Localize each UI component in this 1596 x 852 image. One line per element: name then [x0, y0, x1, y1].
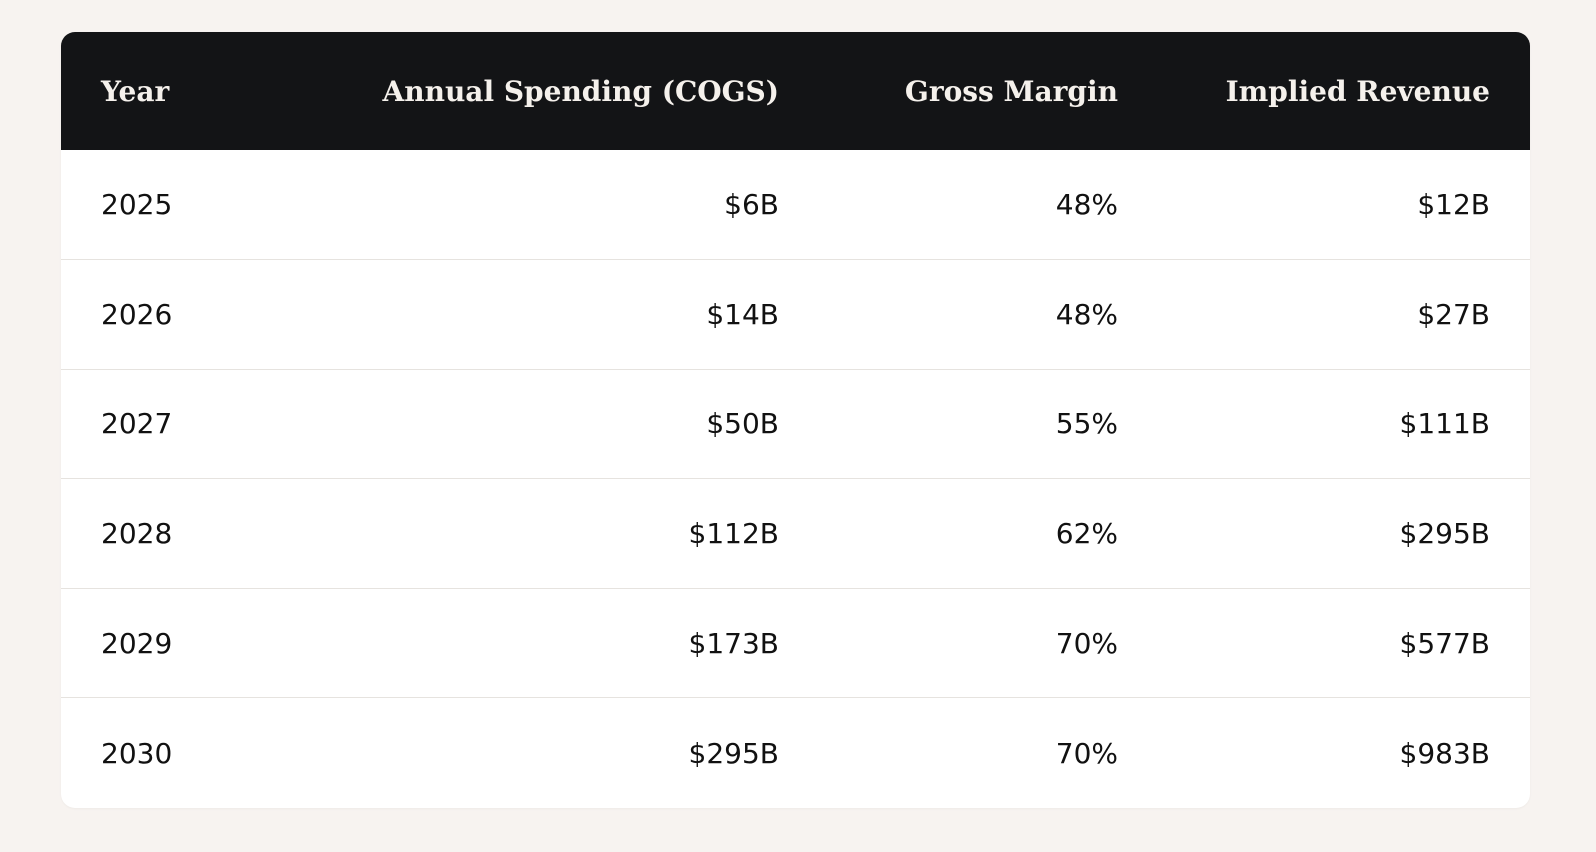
header-year: Year: [101, 74, 170, 108]
cell-cogs: $50B: [706, 407, 779, 441]
projection-table: Year Annual Spending (COGS) Gross Margin…: [61, 32, 1530, 808]
header-annual-spending: Annual Spending (COGS): [382, 74, 780, 108]
cell-year: 2028: [101, 517, 173, 551]
cell-revenue: $577B: [1399, 626, 1490, 660]
cell-year: 2030: [101, 736, 173, 770]
cell-year: 2025: [101, 188, 173, 222]
cell-revenue: $27B: [1417, 297, 1490, 331]
cell-cogs: $173B: [688, 626, 779, 660]
cell-margin: 70%: [1055, 736, 1118, 770]
header-gross-margin: Gross Margin: [904, 74, 1118, 108]
cell-revenue: $111B: [1399, 407, 1490, 441]
cell-revenue: $295B: [1399, 517, 1490, 551]
cell-revenue: $12B: [1417, 188, 1490, 222]
cell-margin: 48%: [1055, 297, 1118, 331]
table-row: 2025 $6B 48% $12B: [61, 150, 1530, 260]
cell-year: 2029: [101, 626, 173, 660]
cell-year: 2026: [101, 297, 173, 331]
cell-cogs: $14B: [706, 297, 779, 331]
cell-margin: 62%: [1055, 517, 1118, 551]
cell-margin: 55%: [1055, 407, 1118, 441]
cell-cogs: $6B: [724, 188, 779, 222]
header-row: Year Annual Spending (COGS) Gross Margin…: [61, 32, 1530, 150]
projection-table-card: Year Annual Spending (COGS) Gross Margin…: [61, 32, 1530, 808]
table-body: 2025 $6B 48% $12B 2026 $14B 48% $27B 202…: [61, 150, 1530, 808]
header-implied-revenue: Implied Revenue: [1225, 74, 1490, 108]
cell-cogs: $112B: [688, 517, 779, 551]
cell-year: 2027: [101, 407, 173, 441]
table-row: 2029 $173B 70% $577B: [61, 588, 1530, 698]
table-row: 2030 $295B 70% $983B: [61, 697, 1530, 808]
table-row: 2028 $112B 62% $295B: [61, 478, 1530, 589]
cell-cogs: $295B: [688, 736, 779, 770]
cell-margin: 48%: [1055, 188, 1118, 222]
cell-revenue: $983B: [1399, 736, 1490, 770]
table-row: 2027 $50B 55% $111B: [61, 369, 1530, 479]
table-row: 2026 $14B 48% $27B: [61, 259, 1530, 370]
table-header: Year Annual Spending (COGS) Gross Margin…: [61, 32, 1530, 150]
cell-margin: 70%: [1055, 626, 1118, 660]
